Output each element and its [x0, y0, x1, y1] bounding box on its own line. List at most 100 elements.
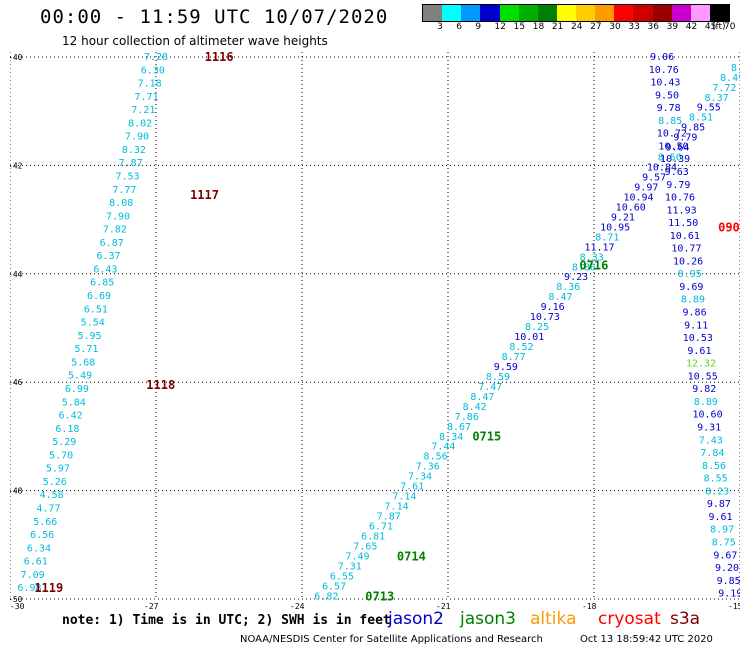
wave-height-value: 7.43	[699, 435, 723, 446]
wave-height-value: 9.59	[494, 362, 518, 373]
wave-height-value: 5.70	[49, 450, 73, 461]
wave-height-value: 10.94	[623, 192, 653, 203]
legend-swatch	[461, 5, 481, 21]
time-label: 1118	[146, 378, 175, 392]
wave-height-value: 8.23	[705, 486, 729, 497]
lon-label: -24	[290, 602, 305, 611]
legend-swatch	[595, 5, 615, 21]
page-title: 00:00 - 11:59 UTC 10/07/2020	[40, 6, 389, 28]
wave-height-value: 10.61	[670, 231, 700, 242]
wave-height-value: 8.33	[580, 252, 604, 263]
legend-label: 42	[685, 22, 698, 32]
wave-height-value: 9.16	[541, 302, 565, 313]
time-label: 0716	[579, 259, 608, 273]
legend-label: 24	[571, 22, 583, 32]
wave-height-value: 7.47	[478, 382, 502, 393]
lat-label: -50	[10, 595, 23, 604]
wave-height-value: 8.56	[424, 452, 448, 463]
wave-height-value: 10.84	[647, 163, 677, 174]
wave-height-value: 6.82	[314, 591, 338, 602]
wave-height-value: 10.73	[530, 312, 560, 323]
wave-height-value: 6.43	[93, 264, 117, 275]
wave-height-value: 8.50	[658, 153, 682, 164]
wave-height-value: 10.77	[671, 244, 701, 255]
wave-height-value: 8.67	[447, 422, 471, 433]
wave-height-value: 8.89	[694, 397, 718, 408]
wave-height-value: 8.86	[572, 262, 596, 273]
legend-swatch	[518, 5, 538, 21]
wave-height-value: 9.86	[683, 308, 707, 319]
satellite-altika: altika	[530, 609, 577, 629]
legend-label: 15	[513, 22, 526, 32]
wave-height-value: 5.29	[52, 437, 76, 448]
wave-height-value: 7.90	[125, 132, 149, 143]
wave-height-value: 9.50	[655, 90, 679, 101]
wave-height-value: 6.18	[55, 424, 79, 435]
wave-height-value: 9.61	[687, 346, 711, 357]
wave-height-value: 4.58	[40, 490, 64, 501]
time-label: 1116	[205, 52, 234, 64]
color-scale-legend	[422, 4, 730, 22]
wave-height-value: 8.02	[128, 118, 152, 129]
wave-height-value: 9.31	[697, 422, 721, 433]
wave-height-value: 10.60	[693, 410, 723, 421]
wave-height-value: 7.09	[21, 570, 45, 581]
legend-label: 45	[704, 22, 717, 32]
wave-height-value: 7.61	[400, 482, 424, 493]
wave-height-value: 8.36	[556, 282, 580, 293]
wave-height-value: 11.93	[667, 205, 697, 216]
wave-height-value: 9.20	[715, 563, 739, 574]
wave-height-value: 6.42	[59, 411, 83, 422]
wave-height-value: 9.79	[673, 133, 697, 144]
legend-label: 33	[628, 22, 640, 32]
wave-height-value: 5.84	[62, 397, 86, 408]
wave-height-value: 9.82	[692, 384, 716, 395]
wave-height-value: 7.86	[455, 412, 479, 423]
wave-height-value: 6.87	[100, 238, 124, 249]
wave-height-value: 8.25	[525, 322, 549, 333]
wave-height-value: 10.76	[665, 193, 695, 204]
wave-height-value: 9.19	[718, 589, 740, 600]
wave-height-value: 10.53	[683, 333, 713, 344]
wave-height-value: 6.85	[90, 278, 114, 289]
wave-height-value: 11.17	[584, 242, 614, 253]
lon-label: -30	[10, 602, 25, 611]
wave-height-value: 7.34	[408, 472, 432, 483]
legend-label: 3	[437, 22, 443, 32]
legend-label: 18	[532, 22, 545, 32]
wave-height-value: 9.11	[684, 320, 708, 331]
wave-height-value: 7.90	[106, 211, 130, 222]
wave-height-value: 9.78	[657, 103, 681, 114]
time-label: 0715	[472, 429, 501, 443]
wave-height-value: 9.67	[713, 550, 737, 561]
wave-height-value: 10.50	[658, 141, 688, 152]
satellite-jason3: jason3	[460, 609, 516, 629]
wave-height-value: 9.23	[564, 272, 588, 283]
wave-height-value: 8.71	[595, 232, 619, 243]
wave-height-value: 8.2	[731, 63, 740, 74]
wave-height-value: 8.75	[712, 537, 736, 548]
legend-label: 21	[551, 22, 564, 32]
legend-label: 12	[494, 22, 506, 32]
lon-label: -21	[436, 602, 451, 611]
wave-height-value: 8.51	[689, 113, 713, 124]
legend-swatch	[652, 5, 672, 21]
wave-height-value: 10.01	[514, 332, 544, 343]
wave-height-value: 10.39	[660, 154, 690, 165]
wave-height-value: 5.49	[68, 371, 92, 382]
wave-height-value: 5.66	[33, 517, 57, 528]
wave-height-value: 7.87	[377, 512, 401, 523]
wave-height-value: 9.21	[611, 212, 635, 223]
lat-label: -42	[10, 161, 23, 170]
wave-height-value: 9.87	[707, 499, 731, 510]
wave-height-value: 6.99	[65, 384, 89, 395]
wave-height-value: 6.37	[97, 251, 121, 262]
wave-height-value: 5.68	[71, 357, 95, 368]
footer-note: note: 1) Time is in UTC; 2) SWH is in fe…	[62, 613, 391, 628]
legend-unit: (ft)	[712, 22, 726, 32]
wave-height-value: 8.95	[678, 269, 702, 280]
satellite-s3a: s3a	[670, 609, 701, 629]
wave-height-value: 8.49	[720, 73, 740, 84]
wave-height-value: 6.71	[369, 521, 393, 532]
wave-height-value: 8.97	[710, 525, 734, 536]
